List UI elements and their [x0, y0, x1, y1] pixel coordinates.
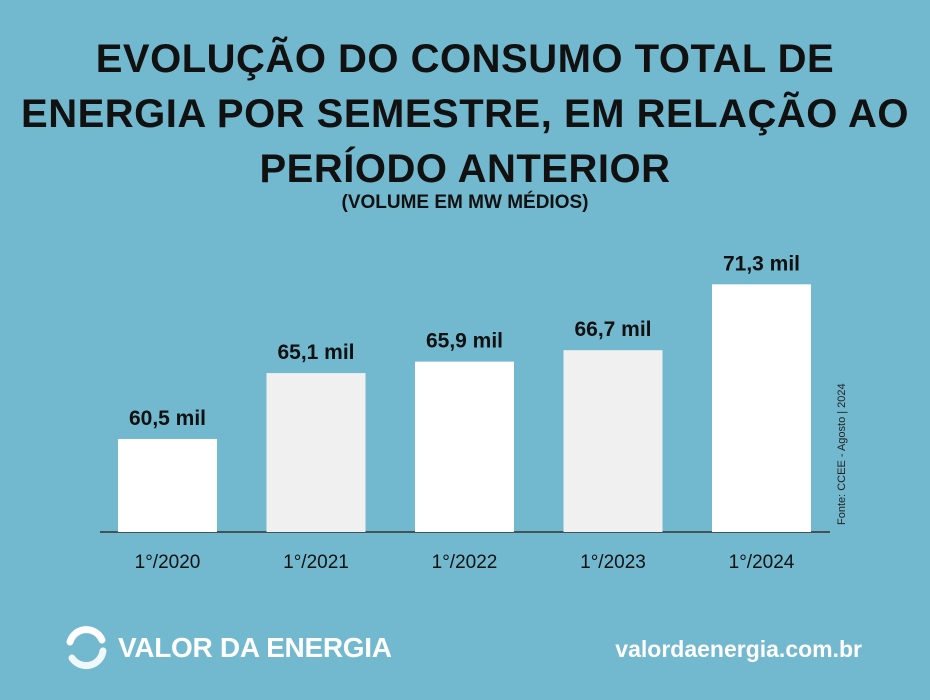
chart-title: EVOLUÇÃO DO CONSUMO TOTAL DE ENERGIA POR… — [21, 37, 909, 191]
brand-logo: VALOR DA ENERGIA — [62, 624, 392, 672]
bar — [712, 284, 811, 532]
ring-logo-icon — [66, 626, 107, 670]
data-label: 65,1 mil — [277, 341, 354, 364]
data-label: 71,3 mil — [723, 252, 800, 275]
data-label: 60,5 mil — [129, 407, 206, 430]
bar — [118, 438, 217, 532]
bar — [563, 350, 663, 532]
x-tick-label: 1°/2020 — [135, 552, 201, 573]
chart-subtitle: (VOLUME EM MW MÉDIOS) — [341, 192, 589, 213]
x-tick-label: 1°/2024 — [729, 552, 795, 573]
data-label: 65,9 mil — [426, 330, 503, 353]
bar — [415, 361, 514, 532]
source-note: Fonte: CCEE - Agosto | 2024 — [836, 383, 848, 525]
x-tick-label: 1°/2021 — [283, 552, 349, 573]
brand-name: VALOR DA ENERGIA — [118, 632, 392, 663]
website-link[interactable]: valordaenergia.com.br — [615, 636, 862, 662]
data-label: 66,7 mil — [574, 318, 651, 341]
x-tick-label: 1°/2023 — [580, 552, 646, 573]
bar — [266, 373, 366, 532]
x-tick-label: 1°/2022 — [432, 552, 498, 573]
